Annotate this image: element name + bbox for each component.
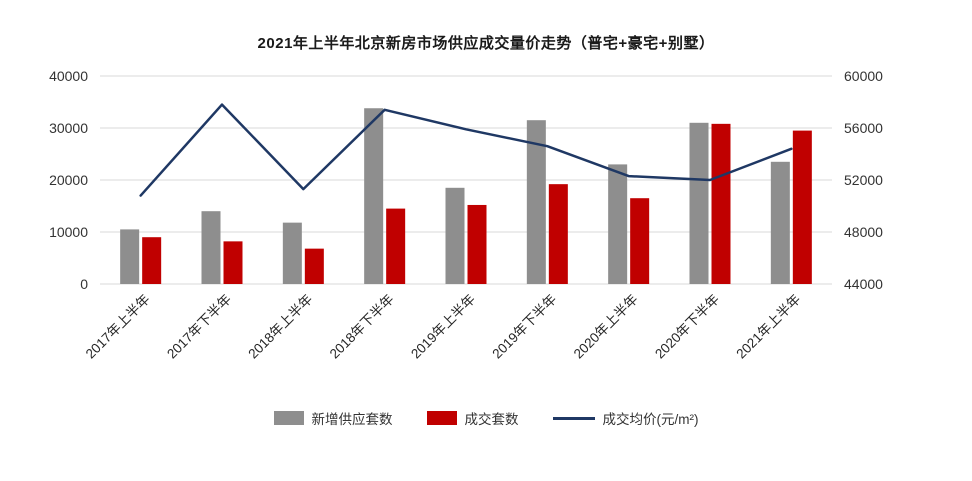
x-axis-label: 2018年上半年 — [245, 292, 315, 362]
left-axis-tick: 0 — [80, 276, 88, 292]
deals-bar — [630, 198, 650, 284]
chart-legend: 新增供应套数 成交套数 成交均价(元/m²) — [0, 408, 972, 428]
price-line — [139, 103, 793, 197]
supply-bar — [689, 122, 709, 284]
left-axis-tick: 20000 — [49, 172, 88, 188]
legend-item-deals: 成交套数 — [426, 408, 519, 428]
right-axis-tick: 44000 — [844, 276, 883, 292]
price-line-swatch-icon — [552, 416, 595, 420]
legend-supply-label: 新增供应套数 — [311, 412, 393, 427]
x-axis-label: 2020年下半年 — [652, 292, 722, 362]
deals-bar — [792, 130, 812, 284]
legend-price-label: 成交均价(元/m²) — [602, 412, 699, 427]
x-axis-label: 2017年下半年 — [164, 292, 234, 362]
x-axis-label: 2019年下半年 — [489, 292, 559, 362]
chart-title: 2021年上半年北京新房市场供应成交量价走势（普宅+豪宅+别墅） — [257, 35, 715, 52]
deals-bar — [711, 123, 731, 284]
supply-bar — [770, 161, 790, 284]
legend-deals-label: 成交套数 — [464, 412, 519, 427]
legend-item-supply: 新增供应套数 — [273, 408, 393, 428]
x-axis-label: 2021年上半年 — [733, 292, 803, 362]
supply-bar — [445, 187, 465, 284]
deals-bar-swatch-icon — [426, 411, 457, 425]
left-axis-tick: 30000 — [49, 120, 88, 136]
right-axis-tick: 60000 — [844, 68, 883, 84]
left-axis-tick: 10000 — [49, 224, 88, 240]
deals-bar — [142, 237, 162, 284]
supply-bar — [526, 120, 546, 284]
right-axis-tick: 52000 — [844, 172, 883, 188]
right-axis-tick: 48000 — [844, 224, 883, 240]
deals-bar — [467, 204, 487, 284]
legend-item-price: 成交均价(元/m²) — [552, 408, 699, 428]
supply-bar — [201, 211, 221, 284]
deals-bar — [548, 184, 568, 284]
supply-bar — [282, 222, 302, 284]
supply-bar — [364, 108, 384, 284]
x-axis-label: 2017年上半年 — [83, 292, 153, 362]
supply-bar-swatch-icon — [273, 411, 304, 425]
x-axis-label: 2020年上半年 — [571, 292, 641, 362]
supply-bar — [120, 229, 140, 284]
right-axis-tick: 56000 — [844, 120, 883, 136]
deals-bar — [386, 208, 406, 284]
left-axis-tick: 40000 — [49, 68, 88, 84]
deals-bar — [223, 241, 243, 284]
x-axis-label: 2018年下半年 — [327, 292, 397, 362]
deals-bar — [304, 248, 324, 284]
x-axis-label: 2019年上半年 — [408, 292, 478, 362]
combo-chart: 0 10000 20000 30000 40000 44000 48000 52000 5600… — [49, 68, 883, 362]
supply-bar — [608, 164, 628, 284]
